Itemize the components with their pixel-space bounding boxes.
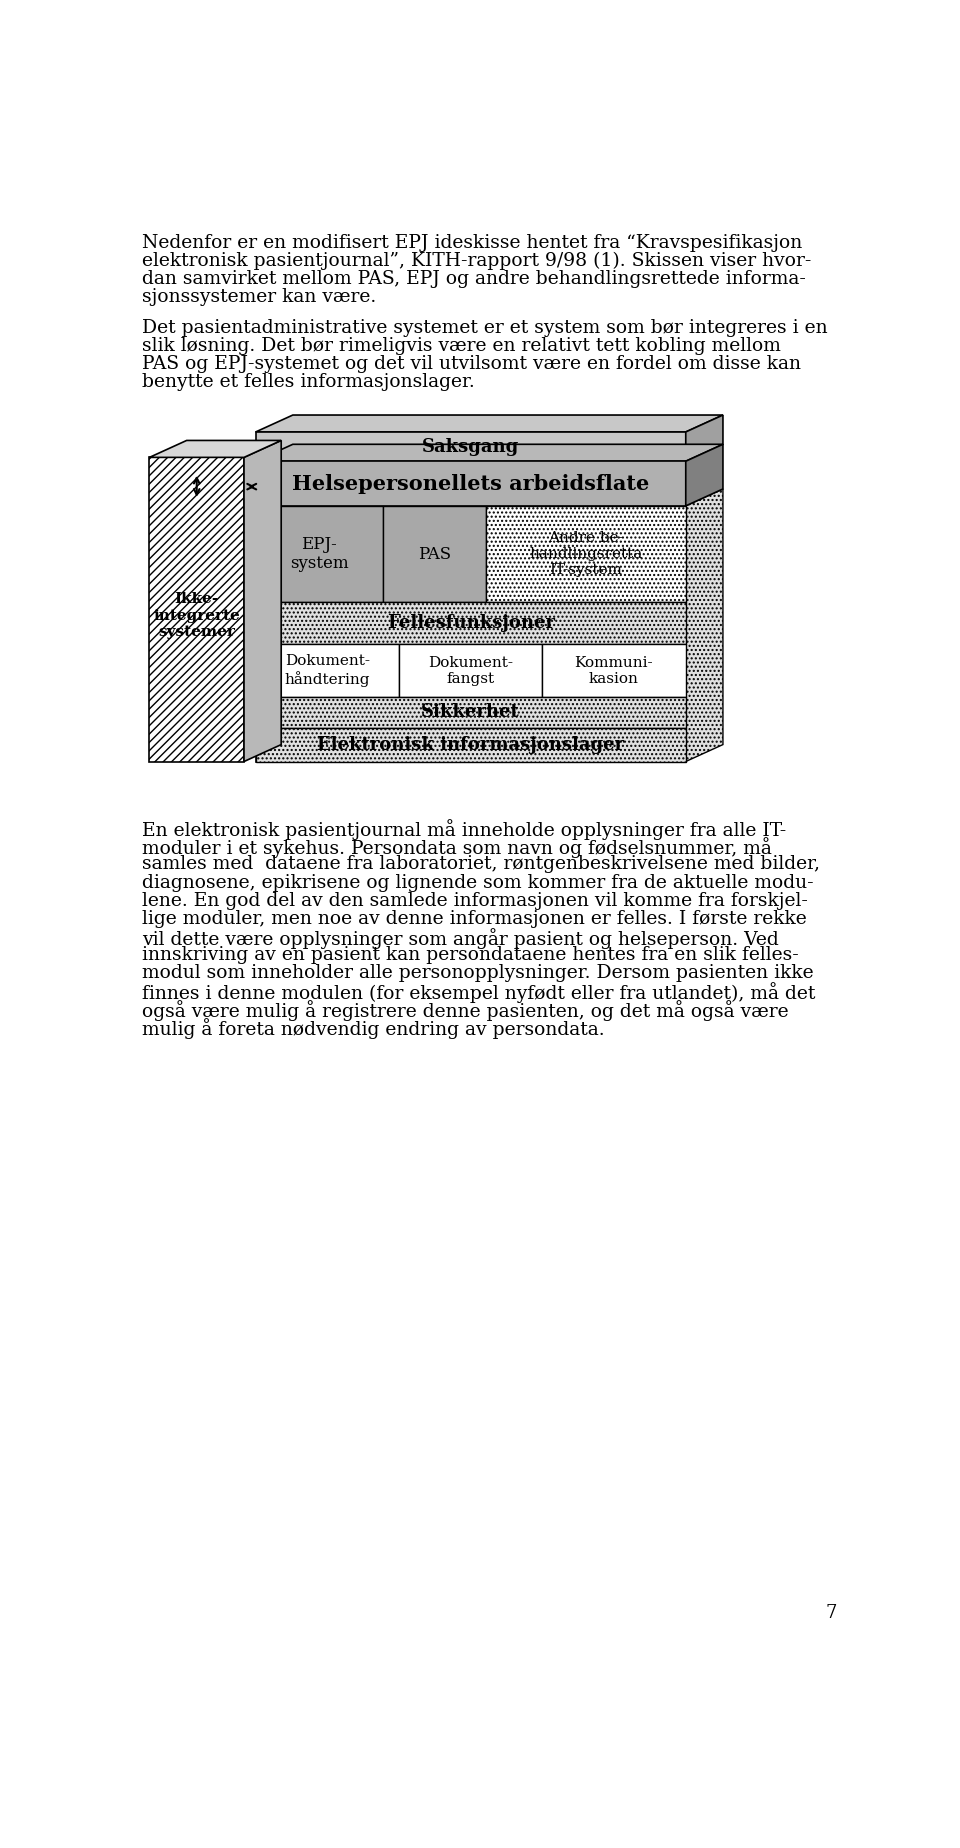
Bar (255, 602, 685, 645)
Bar (542, 645, 685, 697)
Text: Dokument-
håndtering: Dokument- håndtering (284, 654, 370, 687)
Text: mulig å foreta nødvendig endring av persondata.: mulig å foreta nødvendig endring av pers… (142, 1018, 605, 1039)
Bar (255, 728, 685, 761)
Text: benytte et felles informasjonslager.: benytte et felles informasjonslager. (142, 373, 474, 392)
Text: samles med  dataene fra laboratoriet, røntgenbeskrivelsene med bilder,: samles med dataene fra laboratoriet, røn… (142, 856, 820, 874)
Bar (150, 456, 244, 761)
Text: Sikkerhet: Sikkerhet (421, 704, 520, 721)
Text: EPJ-
system: EPJ- system (290, 536, 348, 573)
Bar (398, 645, 542, 697)
Text: Elektronisk informasjonslager: Elektronisk informasjonslager (317, 736, 624, 754)
Text: elektronisk pasientjournal”, KITH-rapport 9/98 (1). Skissen viser hvor-: elektronisk pasientjournal”, KITH-rappor… (142, 251, 811, 270)
Text: Fellesfunksjoner: Fellesfunksjoner (387, 614, 555, 632)
Text: lige moduler, men noe av denne informasjonen er felles. I første rekke: lige moduler, men noe av denne informasj… (142, 909, 806, 928)
Text: sjonssystemer kan være.: sjonssystemer kan være. (142, 288, 376, 307)
Bar (382, 506, 486, 602)
Text: En elektronisk pasientjournal må inneholde opplysninger fra alle IT-: En elektronisk pasientjournal må innehol… (142, 819, 786, 841)
Text: dan samvirket mellom PAS, EPJ og andre behandlingsrettede informa-: dan samvirket mellom PAS, EPJ og andre b… (142, 270, 805, 288)
Text: Det pasientadministrative systemet er et system som bør integreres i en: Det pasientadministrative systemet er et… (142, 318, 828, 336)
Text: modul som inneholder alle personopplysninger. Dersom pasienten ikke: modul som inneholder alle personopplysni… (142, 965, 813, 981)
Text: innskriving av en pasient kan persondataene hentes fra en slik felles-: innskriving av en pasient kan persondata… (142, 946, 799, 965)
Bar (255, 645, 398, 697)
Text: diagnosene, epikrisene og lignende som kommer fra de aktuelle modu-: diagnosene, epikrisene og lignende som k… (142, 874, 813, 891)
Bar (255, 432, 685, 462)
Text: moduler i et sykehus. Persondata som navn og fødselsnummer, må: moduler i et sykehus. Persondata som nav… (142, 837, 772, 857)
Text: vil dette være opplysninger som angår pasient og helseperson. Ved: vil dette være opplysninger som angår pa… (142, 928, 779, 948)
Text: Ikke-
integrerte
systemer: Ikke- integrerte systemer (154, 593, 240, 639)
Text: Nedenfor er en modifisert EPJ ideskisse hentet fra “Kravspesifikasjon: Nedenfor er en modifisert EPJ ideskisse … (142, 235, 802, 251)
Text: Dokument-
fangst: Dokument- fangst (428, 656, 513, 686)
Polygon shape (255, 444, 723, 462)
Bar (255, 697, 685, 728)
Bar (255, 506, 382, 602)
Bar (255, 506, 685, 761)
Text: Kommuni-
kasion: Kommuni- kasion (575, 656, 653, 686)
Text: 7: 7 (826, 1604, 837, 1623)
Text: lene. En god del av den samlede informasjonen vil komme fra forskjel-: lene. En god del av den samlede informas… (142, 891, 807, 909)
Text: Andre be-
handlingsretta
IT-system: Andre be- handlingsretta IT-system (529, 530, 642, 577)
Bar (255, 462, 685, 506)
Polygon shape (685, 490, 723, 761)
Polygon shape (685, 444, 723, 506)
Bar (486, 506, 685, 602)
Text: Saksgang: Saksgang (422, 438, 519, 456)
Polygon shape (150, 440, 281, 458)
Text: PAS og EPJ-systemet og det vil utvilsomt være en fordel om disse kan: PAS og EPJ-systemet og det vil utvilsomt… (142, 355, 801, 373)
Text: PAS: PAS (418, 545, 450, 562)
Text: finnes i denne modulen (for eksempel nyfødt eller fra utlandet), må det: finnes i denne modulen (for eksempel nyf… (142, 981, 815, 1003)
Text: også være mulig å registrere denne pasienten, og det må også være: også være mulig å registrere denne pasie… (142, 1000, 788, 1022)
Text: slik løsning. Det bør rimeligvis være en relativt tett kobling mellom: slik løsning. Det bør rimeligvis være en… (142, 336, 780, 355)
Text: Helsepersonellets arbeidsflate: Helsepersonellets arbeidsflate (292, 473, 649, 493)
Polygon shape (685, 416, 723, 462)
Polygon shape (244, 440, 281, 761)
Polygon shape (255, 416, 723, 432)
